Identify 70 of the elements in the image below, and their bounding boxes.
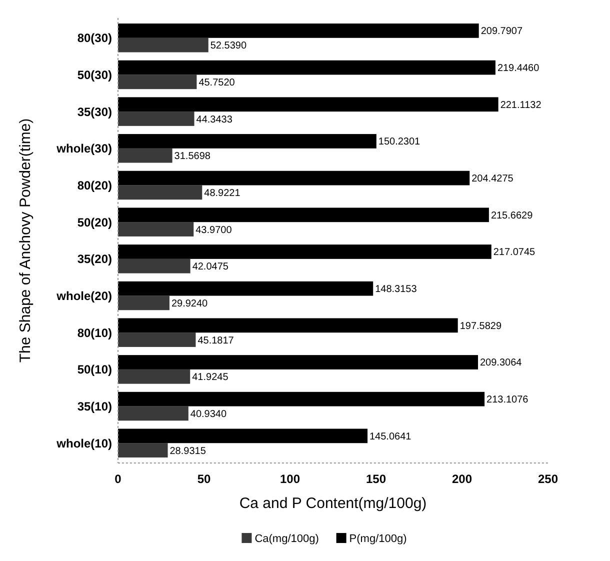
data-label: 145.0641: [370, 431, 412, 442]
x-tick-label: 0: [114, 472, 122, 486]
y-tick-label: whole(20): [56, 288, 112, 303]
y-tick-label: 80(10): [77, 326, 112, 340]
bar: [118, 38, 208, 52]
data-label: 148.3153: [375, 284, 418, 296]
bar: [118, 443, 168, 458]
y-tick-label: 35(10): [77, 399, 112, 414]
y-tick-label: 50(10): [77, 362, 112, 377]
x-tick-label: 150: [366, 472, 386, 486]
bar: [118, 134, 376, 148]
bar: [118, 208, 489, 222]
data-label: 48.9221: [204, 188, 241, 199]
bar: [118, 369, 190, 384]
x-axis-title: Ca and P Content(mg/100g): [239, 495, 427, 512]
y-tick-label: 80(20): [77, 178, 112, 192]
bar: [118, 97, 498, 112]
legend-label: P(mg/100g): [349, 532, 407, 545]
bar: [118, 318, 458, 333]
bar: [118, 24, 479, 38]
data-label: 204.4275: [472, 174, 514, 185]
bar: [118, 428, 368, 444]
bar: [118, 60, 496, 75]
data-label: 45.7520: [198, 77, 236, 88]
bar: [118, 406, 188, 421]
bar: [118, 170, 470, 186]
bar: [118, 258, 190, 274]
x-tick-label: 100: [280, 472, 300, 486]
bar: [118, 148, 172, 163]
x-tick-label: 250: [538, 472, 558, 486]
y-tick-label: 50(30): [77, 68, 112, 82]
bar: [118, 185, 202, 200]
x-tick-label: 50: [197, 472, 211, 486]
data-label: 221.1132: [500, 100, 542, 111]
data-label: 213.1076: [486, 394, 529, 406]
data-label: 29.9240: [171, 298, 208, 310]
bar: [118, 244, 492, 259]
data-label: 215.6629: [490, 210, 534, 222]
bar: [118, 74, 197, 90]
legend-label: Ca(mg/100g): [254, 532, 319, 545]
data-label: 219.4460: [497, 63, 540, 74]
bar: [118, 332, 196, 347]
data-label: 150.2301: [378, 136, 421, 148]
x-tick-label: 200: [452, 472, 472, 486]
data-label: 217.0745: [493, 247, 536, 258]
y-tick-label: whole(30): [56, 142, 112, 156]
y-tick-label: 35(20): [77, 252, 112, 266]
data-label: 209.7907: [480, 26, 523, 38]
y-tick-label: 50(20): [77, 215, 112, 230]
data-label: 52.5390: [210, 40, 247, 52]
data-label: 197.5829: [460, 320, 502, 332]
data-label: 45.1817: [198, 335, 234, 346]
y-tick-label: 35(30): [77, 104, 112, 119]
y-tick-label: whole(10): [56, 436, 112, 450]
data-label: 43.9700: [196, 224, 232, 236]
bar: [118, 296, 170, 310]
y-tick-label: 80(30): [77, 31, 112, 46]
bar: [118, 392, 485, 406]
data-label: 44.3433: [196, 114, 233, 126]
data-label: 40.9340: [190, 408, 227, 420]
data-label: 42.0475: [192, 262, 229, 273]
bar: [118, 355, 478, 370]
bar: [118, 112, 194, 126]
data-label: 31.5698: [174, 151, 211, 162]
bar: [118, 222, 194, 236]
data-label: 209.3064: [480, 358, 522, 369]
data-label: 41.9245: [192, 372, 229, 384]
bar: [118, 281, 374, 296]
data-label: 28.9315: [170, 446, 206, 457]
y-axis-title: The Shape of Anchovy Powder(time): [17, 118, 34, 363]
